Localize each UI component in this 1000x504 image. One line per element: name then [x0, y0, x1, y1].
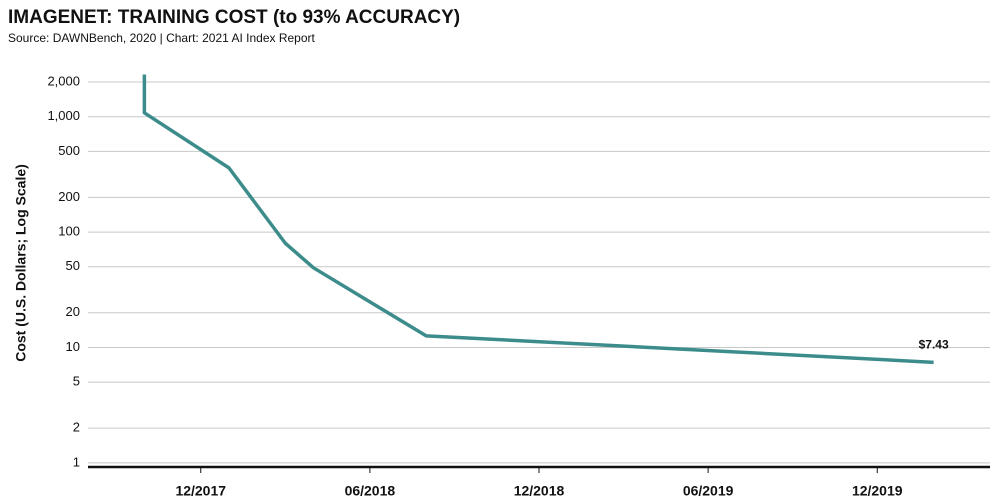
y-tick-label: 200	[58, 189, 80, 204]
x-tick-label: 12/2018	[514, 483, 565, 499]
y-tick-label: 100	[58, 224, 80, 239]
value-label: $7.43	[919, 338, 949, 352]
x-tick-label: 12/2019	[852, 483, 903, 499]
y-tick-label: 1	[73, 454, 80, 469]
x-tick-label: 06/2018	[345, 483, 396, 499]
chart-subtitle: Source: DAWNBench, 2020 | Chart: 2021 AI…	[8, 31, 316, 45]
x-tick-label: 06/2019	[683, 483, 734, 499]
x-tick-label: 12/2017	[175, 483, 226, 499]
y-tick-label: 50	[66, 258, 80, 273]
y-tick-label: 2,000	[47, 73, 80, 88]
y-tick-label: 20	[66, 304, 80, 319]
y-tick-label: 10	[66, 339, 80, 354]
y-tick-label: 2	[73, 420, 80, 435]
line	[142, 74, 934, 365]
y-tick-label: 500	[58, 143, 80, 158]
y-tick-label: 5	[73, 374, 80, 389]
y-tick-label: 1,000	[47, 108, 80, 123]
chart-title: IMAGENET: TRAINING COST (to 93% ACCURACY…	[8, 7, 460, 28]
y-axis-label: Cost (U.S. Dollars; Log Scale)	[13, 164, 29, 362]
